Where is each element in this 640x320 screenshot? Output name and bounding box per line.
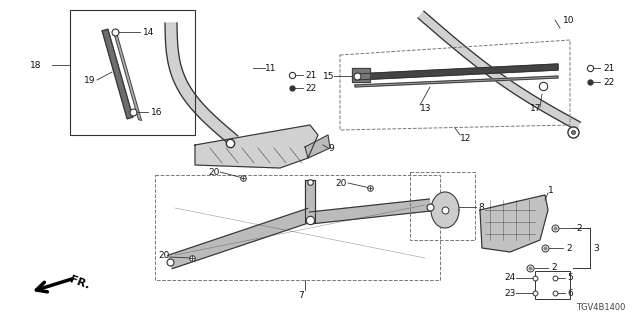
Text: 11: 11 [265,63,276,73]
Text: 17: 17 [530,103,541,113]
Bar [410,172,475,240]
Text: 16: 16 [151,108,163,116]
Text: 2: 2 [566,244,572,252]
Text: 21: 21 [603,63,614,73]
Polygon shape [355,64,558,80]
Text: 23: 23 [504,289,516,298]
Polygon shape [165,23,237,145]
Text: 2: 2 [576,223,582,233]
Text: 1: 1 [548,186,554,195]
Polygon shape [305,135,330,158]
Text: 5: 5 [567,274,573,283]
Polygon shape [355,76,558,87]
Text: 20: 20 [335,179,347,188]
Polygon shape [168,208,312,268]
Text: 13: 13 [420,103,431,113]
Polygon shape [480,195,548,252]
Text: 20: 20 [159,251,170,260]
Text: 21: 21 [305,70,316,79]
Text: 14: 14 [143,28,154,36]
Text: 7: 7 [298,291,304,300]
Text: 6: 6 [567,289,573,298]
Text: TGV4B1400: TGV4B1400 [575,303,625,312]
Text: 12: 12 [460,133,472,142]
Polygon shape [305,180,315,222]
Text: 9: 9 [328,143,333,153]
Polygon shape [113,31,141,121]
Text: 20: 20 [209,167,220,177]
Polygon shape [431,192,459,228]
Polygon shape [418,11,580,130]
Text: 18: 18 [30,60,42,69]
Text: 10: 10 [563,15,575,25]
Polygon shape [352,68,370,82]
Text: FR.: FR. [68,275,91,291]
Polygon shape [102,29,133,119]
Text: 15: 15 [323,71,334,81]
Text: 3: 3 [593,244,599,252]
Text: 2: 2 [551,263,557,273]
Text: 22: 22 [603,77,614,86]
Text: 19: 19 [84,76,95,84]
Text: 8: 8 [478,203,484,212]
Polygon shape [309,199,431,224]
Text: 24: 24 [505,274,516,283]
Bar [70,10,195,135]
Text: 22: 22 [305,84,316,92]
Polygon shape [195,125,318,168]
Bar [535,271,570,299]
